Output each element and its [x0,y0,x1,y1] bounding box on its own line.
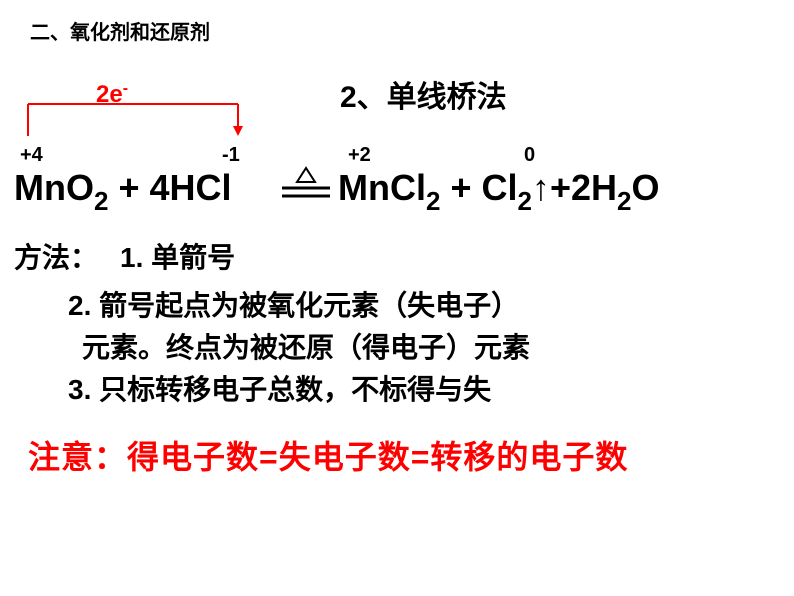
note-text: 注意：得电子数=失电子数=转移的电子数 [28,432,628,478]
eq-p4: 2 [426,186,440,216]
method-item-2b: 元素。终点为被还原（得电子）元素 [82,326,530,366]
eq-p1: 2 [94,186,108,216]
eq-p6: 2 [517,186,531,216]
chemical-equation: MnO2 + 4HCl MnCl2 + Cl2↑+2H2O [14,164,784,220]
bridge-arrow [22,100,262,140]
eq-p5: + Cl [440,167,517,208]
subtitle: 2、单线桥法 [340,72,507,116]
method-label: 方法： [14,236,98,276]
heat-triangle-icon [297,168,315,182]
svg-text:MnO2 + 4HCl: MnO2 + 4HCl [14,167,232,216]
eq-p9: O [631,167,659,208]
section-header: 二、氧化剂和还原剂 [30,16,210,45]
eq-p8: 2 [617,186,631,216]
eq-p0: MnO [14,167,94,208]
svg-text:MnCl2 + Cl2↑+2H2O: MnCl2 + Cl2↑+2H2O [338,167,659,216]
electron-sup: - [123,80,128,97]
eq-p2: + 4HCl [108,167,231,208]
method-item-3: 3. 只标转移电子总数，不标得与失 [68,368,491,408]
method-item-2a: 2. 箭号起点为被氧化元素（失电子） [68,284,519,324]
method-item-1: 1. 单箭号 [120,236,235,276]
eq-p3: MnCl [338,167,426,208]
eq-p7: ↑+2H [532,167,617,208]
